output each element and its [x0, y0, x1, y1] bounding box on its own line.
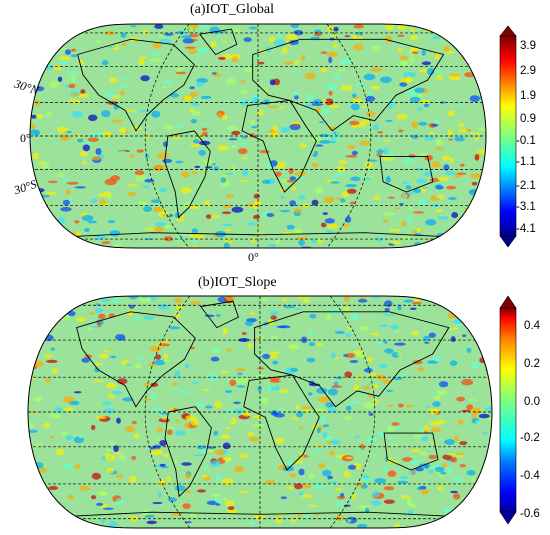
- colorbar-tick-label: -0.1: [516, 135, 536, 147]
- continent-outline: [76, 311, 196, 408]
- continent-outline: [43, 511, 477, 528]
- map-global: [29, 23, 517, 249]
- continent-outline: [254, 311, 450, 408]
- colorbar-tick-label: 0.2: [524, 358, 540, 370]
- colorbar-tick-label: -0.4: [520, 470, 540, 482]
- colorbar-slope: [499, 295, 517, 525]
- colorbar-tick-label: -0.2: [520, 432, 540, 444]
- panel-iot-slope: (b)IOT_Slope: [0, 268, 550, 535]
- lon-label-0: 0°: [248, 250, 259, 264]
- colorbar-tick-label: 3.9: [520, 40, 536, 52]
- continent-outline: [252, 38, 445, 132]
- continent-outline: [379, 155, 434, 193]
- panel-iot-global: (a)IOT_Global: [0, 0, 550, 264]
- colorbar-global: [499, 25, 517, 248]
- colorbar-tick-label: -2.1: [516, 180, 536, 192]
- colorbar-tick-label: -3.1: [516, 201, 536, 213]
- colorbar-tick-label: -0.6: [520, 508, 540, 520]
- field-noise: [30, 24, 486, 248]
- continent-outline: [383, 432, 439, 471]
- map-outline: [27, 295, 493, 529]
- colorbar-tick-label: 0.0: [524, 396, 540, 408]
- continent-outline: [77, 38, 195, 132]
- lat-label-equator: 0°: [20, 131, 31, 145]
- map-outline: [29, 23, 487, 249]
- map-slope: [27, 295, 517, 529]
- colorbar-tick-label: 2.9: [520, 65, 536, 77]
- land-outlines: [45, 28, 471, 248]
- colorbar-tick-label: 1.9: [520, 90, 536, 102]
- continent-outline: [199, 300, 239, 329]
- panel-title: (a)IOT_Global: [190, 2, 274, 17]
- colorbar-tick-label: -4.1: [516, 223, 536, 235]
- colorbar-tick-label: -1.1: [516, 156, 536, 168]
- panel-title: (b)IOT_Slope: [198, 275, 277, 290]
- gridlines: [28, 296, 492, 528]
- colorbar-tick-label: 0.4: [524, 320, 540, 332]
- continent-outline: [164, 130, 211, 219]
- continent-outline: [164, 406, 212, 498]
- colorbar-tick-label: 0.9: [520, 113, 536, 125]
- continent-outline: [45, 232, 471, 248]
- continent-outline: [198, 28, 238, 56]
- gridlines: [30, 24, 486, 248]
